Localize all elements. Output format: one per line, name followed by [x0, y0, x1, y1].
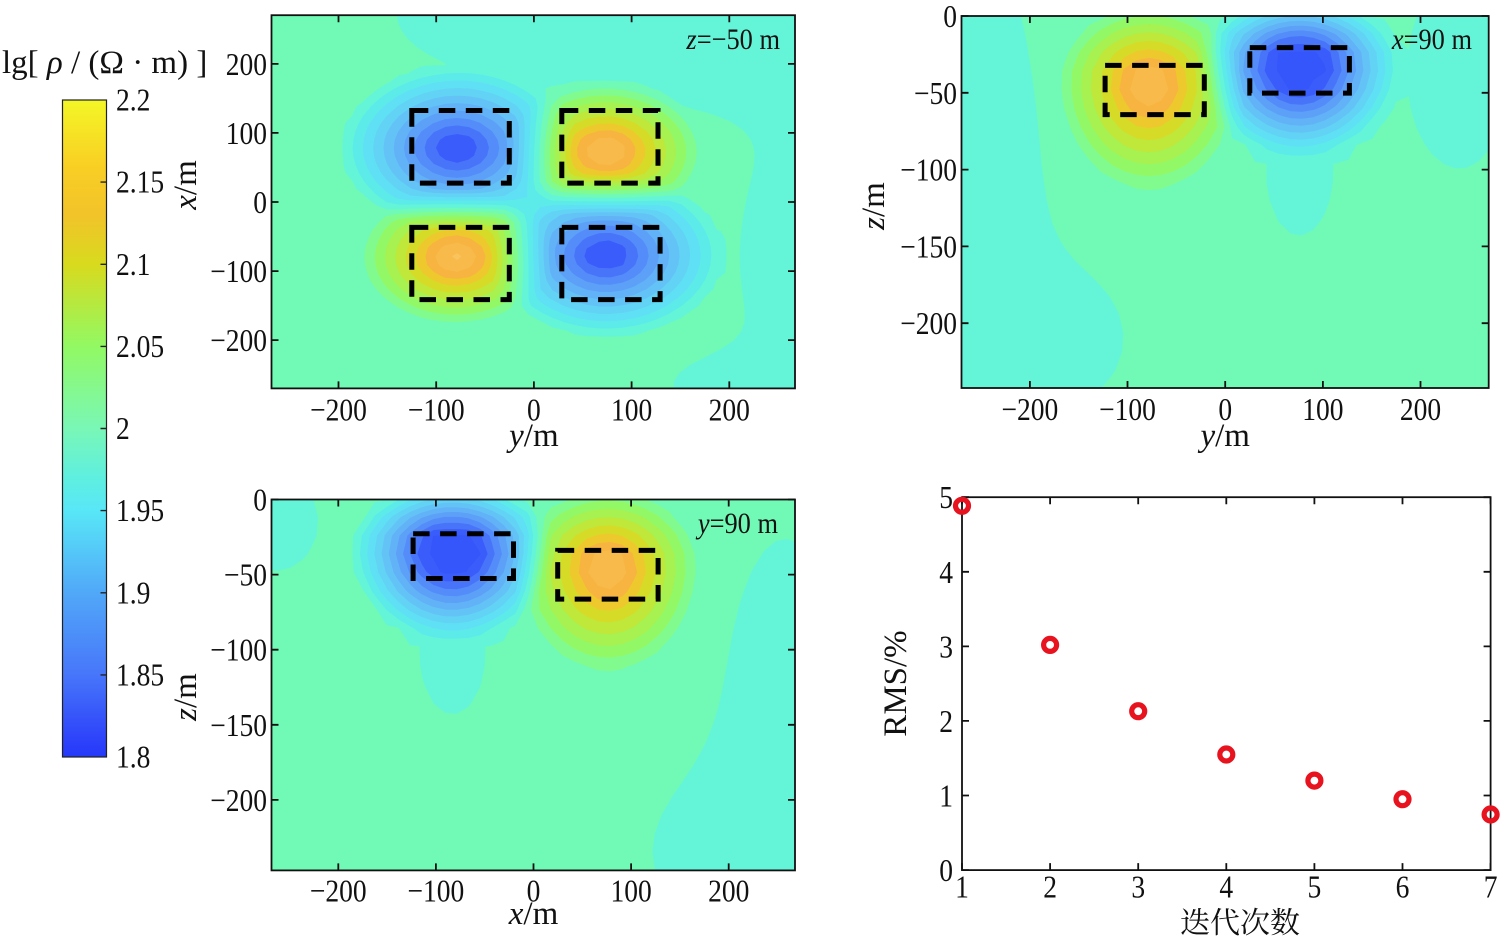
svg-text:0: 0: [943, 0, 957, 35]
svg-text:−100: −100: [408, 393, 465, 428]
svg-text:−150: −150: [210, 708, 267, 743]
svg-text:−200: −200: [310, 874, 367, 909]
svg-text:100: 100: [611, 393, 652, 428]
svg-text:5: 5: [1308, 870, 1322, 905]
svg-text:y/m: y/m: [506, 418, 559, 454]
svg-text:−100: −100: [210, 254, 267, 289]
svg-text:0: 0: [527, 874, 541, 909]
svg-text:4: 4: [939, 555, 953, 590]
svg-text:x=90 m: x=90 m: [1391, 24, 1472, 57]
svg-text:200: 200: [1400, 392, 1441, 427]
svg-text:−50: −50: [224, 558, 267, 593]
svg-text:z/m: z/m: [168, 673, 204, 722]
svg-text:2: 2: [939, 704, 953, 739]
svg-text:1.95: 1.95: [116, 493, 164, 528]
svg-text:2.15: 2.15: [116, 165, 164, 200]
svg-text:z=−50 m: z=−50 m: [685, 24, 780, 57]
svg-text:z/m: z/m: [856, 182, 892, 231]
svg-text:0: 0: [527, 393, 541, 428]
svg-text:x/m: x/m: [168, 160, 204, 211]
svg-text:0: 0: [939, 853, 953, 888]
svg-text:1: 1: [955, 870, 969, 905]
svg-text:−200: −200: [210, 783, 267, 818]
svg-text:5: 5: [939, 480, 953, 515]
svg-text:−100: −100: [210, 633, 267, 668]
svg-text:3: 3: [1131, 870, 1145, 905]
svg-text:−200: −200: [1002, 392, 1059, 427]
svg-text:−100: −100: [408, 874, 465, 909]
svg-text:y=90 m: y=90 m: [695, 508, 778, 541]
svg-text:0: 0: [1218, 392, 1232, 427]
svg-text:−50: −50: [914, 76, 957, 111]
svg-text:200: 200: [709, 393, 750, 428]
svg-text:−200: −200: [210, 323, 267, 358]
svg-text:−100: −100: [900, 153, 957, 188]
svg-text:2.2: 2.2: [116, 83, 150, 118]
svg-text:4: 4: [1219, 870, 1233, 905]
svg-text:−200: −200: [900, 306, 957, 341]
svg-text:200: 200: [226, 47, 267, 82]
svg-text:−200: −200: [310, 393, 367, 428]
svg-text:lg[ ρ / (Ω · m) ]: lg[ ρ / (Ω · m) ]: [2, 45, 207, 81]
svg-text:1.85: 1.85: [116, 657, 164, 692]
svg-text:RMS/%: RMS/%: [878, 630, 914, 736]
svg-text:2.05: 2.05: [116, 329, 164, 364]
svg-text:2: 2: [116, 411, 130, 446]
svg-text:100: 100: [1302, 392, 1343, 427]
svg-text:100: 100: [610, 874, 651, 909]
svg-text:1.9: 1.9: [116, 575, 150, 610]
svg-text:−100: −100: [1099, 392, 1156, 427]
svg-text:x/m: x/m: [508, 896, 559, 932]
svg-text:2.1: 2.1: [116, 247, 150, 282]
svg-text:100: 100: [226, 116, 267, 151]
svg-text:1: 1: [939, 779, 953, 814]
svg-text:3: 3: [939, 629, 953, 664]
svg-text:0: 0: [253, 185, 267, 220]
svg-text:−150: −150: [900, 230, 957, 265]
svg-text:1.8: 1.8: [116, 740, 150, 775]
svg-text:0: 0: [253, 483, 267, 518]
svg-text:7: 7: [1484, 870, 1498, 905]
svg-text:2: 2: [1043, 870, 1057, 905]
svg-text:200: 200: [708, 874, 749, 909]
svg-text:6: 6: [1396, 870, 1410, 905]
svg-text:y/m: y/m: [1197, 418, 1250, 454]
